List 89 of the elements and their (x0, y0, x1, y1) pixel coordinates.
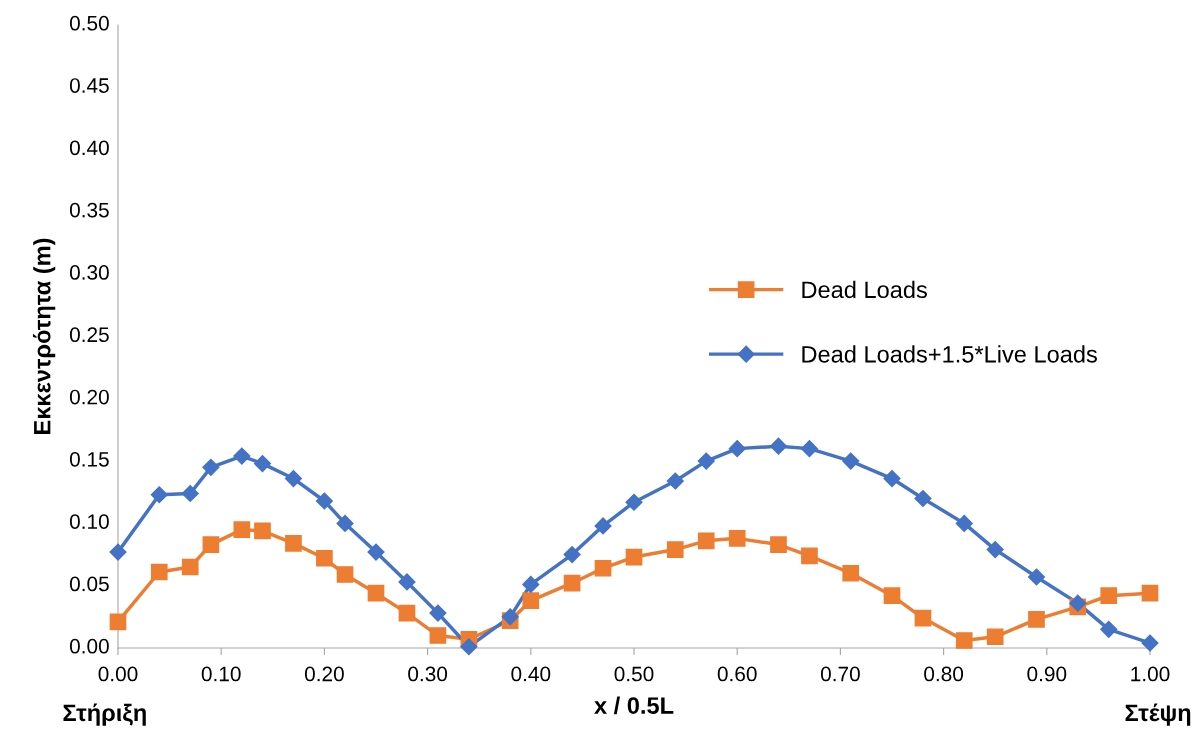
y-tick-label: 0.50 (69, 15, 109, 31)
point (955, 632, 973, 649)
point (842, 452, 860, 470)
x-tick-label: 0.60 (717, 666, 757, 682)
point (253, 455, 272, 473)
point (1027, 568, 1046, 586)
text: Στέψη (1125, 703, 1191, 726)
point (367, 543, 385, 561)
point (563, 574, 581, 592)
y-tick-label: 0.25 (69, 327, 109, 343)
point (1100, 620, 1118, 638)
point (801, 547, 818, 565)
point (254, 522, 271, 540)
point (594, 517, 612, 535)
y-tick-label: 0.20 (69, 389, 109, 405)
y-tick-label: 0.05 (69, 576, 109, 592)
point (955, 514, 973, 532)
y-tick-label: 0.00 (69, 638, 109, 654)
point (728, 530, 746, 547)
point (1100, 587, 1118, 605)
y-axis-title: Εκκεντρότητα (m) (32, 238, 56, 434)
point (109, 613, 127, 631)
point (522, 592, 540, 609)
y-tick-label: 0.10 (69, 514, 109, 529)
point (429, 604, 447, 622)
point (625, 493, 643, 511)
point (367, 584, 385, 602)
point (594, 559, 612, 577)
y-tick-label: 0.45 (69, 78, 109, 93)
point (1141, 584, 1159, 602)
point (563, 545, 581, 564)
point (181, 484, 199, 503)
point (1141, 634, 1159, 652)
point (842, 564, 860, 582)
point (150, 563, 168, 581)
x-tick-label: 0.50 (614, 666, 654, 682)
point (697, 532, 715, 550)
point (285, 535, 302, 552)
point (460, 638, 478, 656)
point (150, 486, 168, 504)
point (336, 566, 354, 583)
point (914, 489, 932, 508)
x-tick-label: 0.10 (201, 666, 241, 682)
point (986, 541, 1004, 559)
point (109, 543, 127, 561)
x-tick-label: 0.30 (408, 666, 448, 682)
x-tick-label: 0.80 (924, 666, 964, 682)
point (398, 604, 416, 622)
point (666, 472, 684, 490)
text: Στήριξη (63, 703, 146, 726)
point (697, 452, 715, 470)
legend-label: Dead Loads+1.5*Live Loads (802, 345, 1097, 363)
point (233, 447, 251, 465)
legend-label: Dead Loads (802, 280, 927, 299)
point (202, 458, 220, 476)
x-tick-label: 0.90 (1027, 666, 1067, 682)
y-tick-label: 0.30 (69, 265, 109, 280)
point (1028, 611, 1045, 628)
point (800, 440, 818, 458)
point (315, 492, 333, 510)
point (1069, 594, 1087, 612)
point (914, 609, 932, 627)
x-tick-label: 1.00 (1131, 666, 1170, 682)
point (666, 541, 684, 558)
x-tick-label: 0.70 (820, 666, 860, 682)
x-tick-label: 0.20 (304, 666, 344, 682)
point (181, 558, 199, 576)
y-tick-label: 0.35 (69, 202, 109, 218)
point (769, 437, 788, 455)
point (429, 627, 447, 644)
point (883, 469, 901, 488)
x-axis-title: x / 0.5L (594, 696, 674, 715)
point (398, 573, 416, 591)
point (986, 628, 1004, 646)
point (770, 536, 787, 553)
point (316, 549, 333, 567)
point (522, 575, 540, 594)
y-tick-label: 0.40 (69, 140, 109, 156)
point (728, 440, 746, 458)
point (284, 469, 302, 488)
point (233, 521, 251, 538)
y-tick-label: 0.15 (69, 451, 109, 467)
point (625, 548, 643, 566)
point (883, 587, 901, 605)
point (501, 608, 519, 626)
x-tick-label: 0.00 (98, 666, 138, 682)
point (336, 514, 354, 532)
x-tick-label: 0.40 (511, 666, 551, 682)
point (202, 536, 220, 553)
